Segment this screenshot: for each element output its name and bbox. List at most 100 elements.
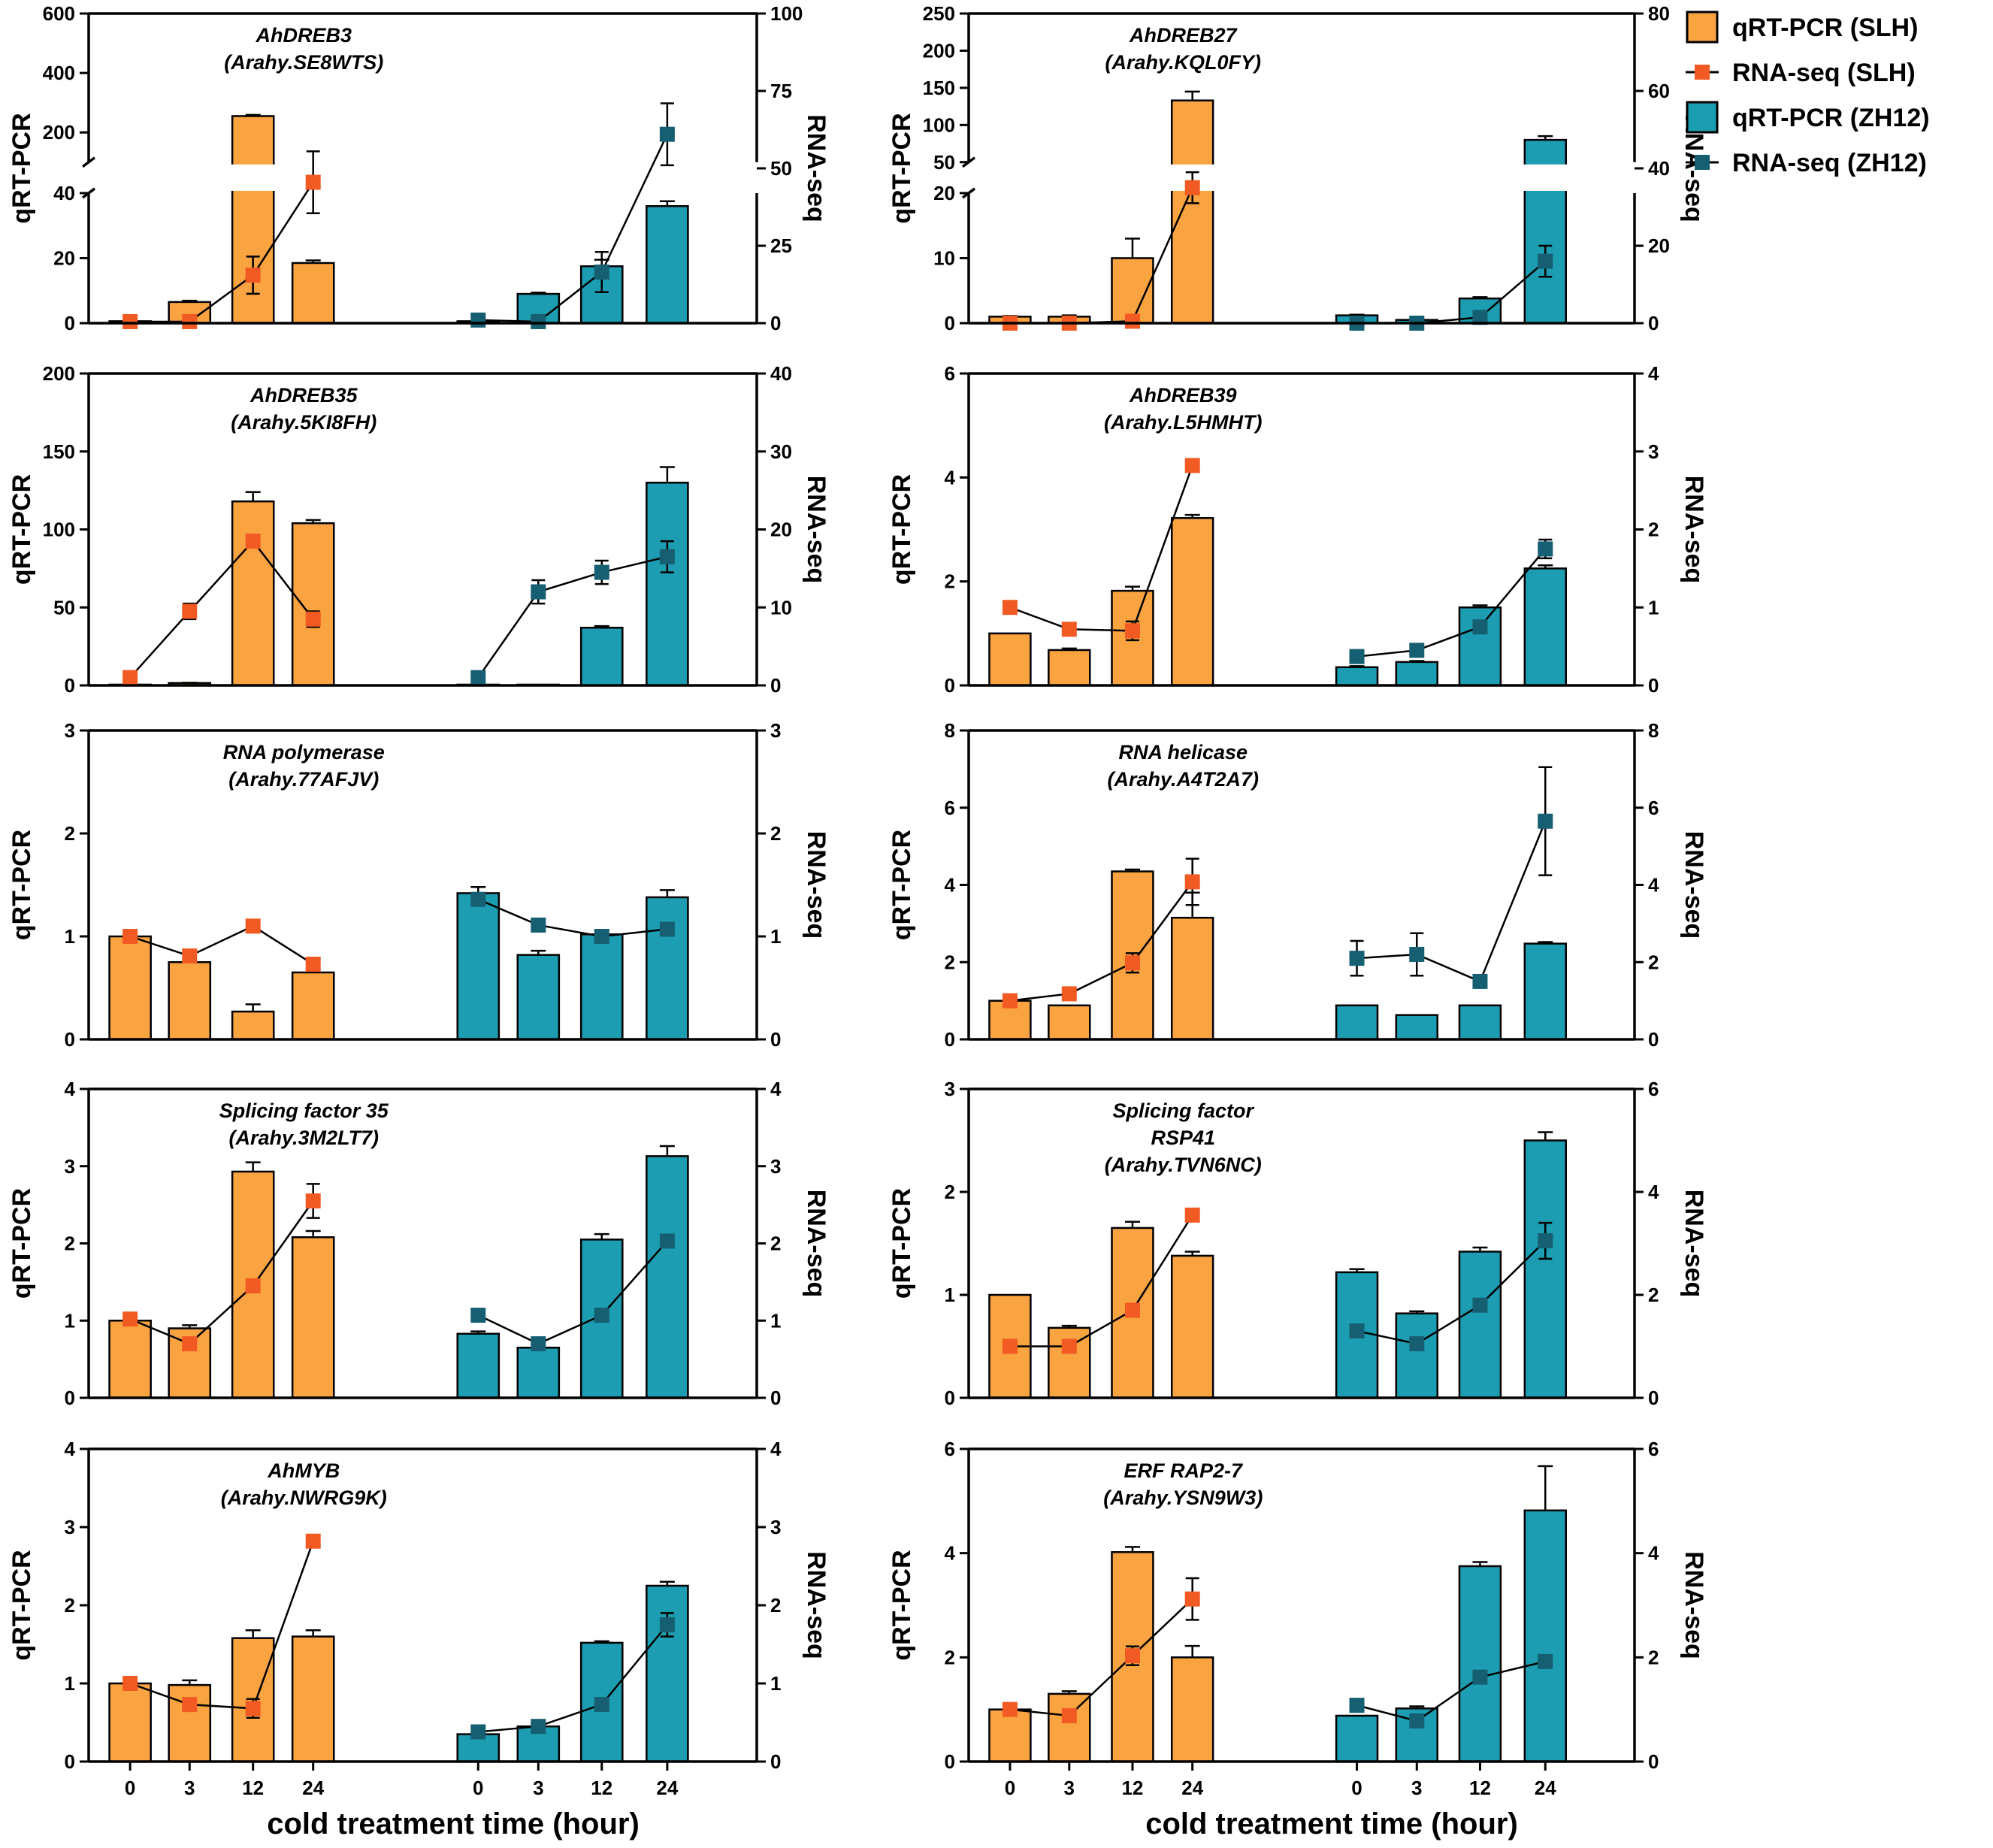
bar-zh12-24: [646, 896, 689, 1041]
y2-tick-label: 0: [770, 1028, 781, 1051]
point-slh-3: [182, 1697, 198, 1713]
point-zh12-12: [1472, 1297, 1488, 1313]
point-slh-24: [1184, 458, 1200, 473]
bar-slh-24: [1170, 1656, 1214, 1763]
chart-title: ERF RAP2-7: [1124, 1459, 1244, 1482]
y2-tick-label: 10: [770, 596, 792, 619]
point-zh12-0: [1349, 1323, 1365, 1338]
y2-axis-label: RNA-seq: [1680, 1190, 1708, 1298]
x-tick-label: 3: [1064, 1777, 1075, 1799]
y2-tick-label: 40: [770, 362, 792, 385]
bar-zh12-12: [1458, 606, 1502, 687]
bar-slh-24: [291, 971, 335, 1041]
series-line-slh: [129, 540, 314, 679]
bar-slh-24: [291, 1635, 335, 1763]
x-tick-label: 3: [533, 1777, 543, 1799]
chart-title: AhMYB: [267, 1459, 340, 1482]
point-zh12-12: [1472, 1669, 1488, 1685]
point-slh-0: [122, 1311, 138, 1327]
bar-slh-24: [291, 522, 335, 687]
series-line-slh: [1009, 1214, 1193, 1347]
y-axis-label: qRT-PCR: [888, 1550, 916, 1660]
chart-title: RNA helicase: [1119, 741, 1248, 764]
y2-axis-label: RNA-seq: [802, 114, 830, 222]
bar-zh12-24: [646, 482, 689, 687]
y-tick-label: 200: [43, 121, 75, 144]
point-slh-0: [122, 929, 138, 944]
y2-tick-label: 6: [1648, 1438, 1659, 1460]
point-slh-0: [1002, 1701, 1018, 1717]
y2-tick-label: 1: [770, 1309, 781, 1332]
point-zh12-3: [531, 584, 546, 600]
y2-tick-label: 3: [770, 719, 781, 742]
bar-zh12-3: [1395, 1312, 1438, 1399]
chart-panel-4: 0 1 2 3 0 1 2 3 qRT-PCR RNA-seq RNA polymerase (Ara…: [8, 719, 830, 1051]
axis-break-gap: [960, 164, 1644, 191]
y-tick-label: 2: [945, 1646, 955, 1668]
point-zh12-12: [594, 1697, 609, 1713]
point-slh-12: [245, 918, 261, 934]
legend-label: RNA-seq (SLH): [1732, 59, 1916, 87]
point-zh12-0: [470, 312, 486, 328]
point-zh12-3: [531, 313, 546, 329]
point-slh-24: [305, 1533, 321, 1549]
point-slh-24: [305, 1193, 321, 1208]
y-tick-label: 10: [933, 247, 955, 269]
point-slh-3: [182, 313, 198, 329]
x-tick-label: 12: [1469, 1777, 1491, 1799]
series-line-slh: [129, 1541, 314, 1710]
chart-subtitle: (Arahy.A4T2A7): [1108, 768, 1260, 791]
point-slh-24: [305, 174, 321, 190]
y-tick-label: 100: [923, 113, 955, 136]
point-zh12-12: [1472, 619, 1488, 635]
y-tick-label: 100: [43, 519, 75, 541]
chart-panel-2: 0 50 100 150 200 0 10 20 30 40 qRT-PCR RNA-seq AhDRE…: [8, 362, 830, 697]
y2-axis-label: RNA-seq: [802, 1551, 830, 1659]
point-slh-12: [1124, 1302, 1140, 1318]
chart-panel-0: 0 20 40 200 400 600 0 25 50 75 100 qRT-PCR RNA-seq Ah…: [8, 2, 830, 334]
x-tick-label: 3: [184, 1777, 195, 1799]
y-tick-label: 40: [53, 182, 75, 204]
point-slh-3: [1061, 1707, 1077, 1723]
y2-tick-label: 25: [770, 234, 792, 257]
series-line-zh12: [477, 898, 668, 938]
series-line-slh: [130, 181, 314, 323]
chart-subtitle: (Arahy.TVN6NC): [1105, 1154, 1262, 1176]
legend-label: RNA-seq (ZH12): [1732, 149, 1927, 177]
y-tick-label: 4: [945, 466, 956, 488]
y-axis-label: qRT-PCR: [8, 830, 36, 940]
series-line-zh12: [477, 1240, 668, 1345]
y2-tick-label: 60: [1648, 80, 1670, 102]
bar-slh-24: [291, 262, 335, 325]
bar-slh-0: [108, 935, 152, 1041]
point-zh12-12: [594, 564, 609, 580]
y-tick-label: 0: [65, 1028, 75, 1051]
chart-subtitle: (Arahy.3M2LT7): [228, 1127, 379, 1149]
y-tick-label: 2: [65, 1594, 75, 1617]
y-tick-label: 3: [65, 719, 75, 742]
chart-title: AhDREB27: [1129, 24, 1238, 47]
point-zh12-3: [1409, 1713, 1425, 1729]
point-slh-3: [182, 948, 198, 964]
x-tick-label: 24: [1535, 1777, 1556, 1799]
bar-zh12-12: [579, 626, 624, 687]
y2-tick-label: 2: [1648, 1646, 1659, 1668]
y2-tick-label: 0: [1648, 1387, 1659, 1409]
chart-subtitle: (Arahy.KQL0FY): [1105, 51, 1262, 74]
y-axis-label: qRT-PCR: [888, 830, 916, 940]
bar-zh12-24: [646, 1584, 689, 1763]
series-line-zh12: [478, 1624, 668, 1733]
y-tick-label: 2: [945, 570, 955, 593]
x-tick-label: 12: [591, 1777, 612, 1799]
y-tick-label: 1: [65, 1672, 75, 1695]
x-tick-label: 12: [242, 1777, 264, 1799]
y-tick-label: 150: [923, 77, 955, 99]
y2-axis-label: RNA-seq: [802, 1190, 830, 1298]
y2-tick-label: 2: [1648, 1284, 1659, 1306]
y-tick-label: 6: [945, 797, 955, 819]
y-tick-label: 50: [53, 596, 75, 619]
x-tick-label: 24: [1181, 1777, 1203, 1799]
point-slh-12: [1124, 955, 1140, 971]
